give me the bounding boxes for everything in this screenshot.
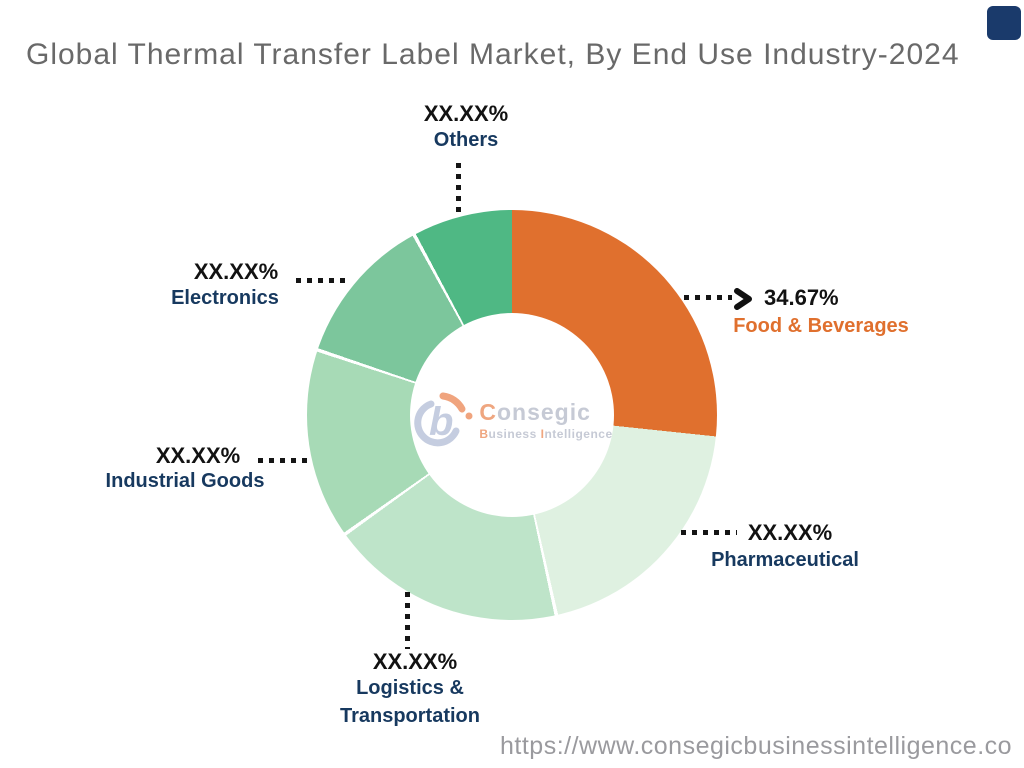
- callout-value-others: XX.XX%: [423, 101, 509, 126]
- callout-value-food-beverages: 34.67%: [764, 285, 839, 310]
- footer-url: https://www.consegicbusinessintelligence…: [500, 732, 1013, 760]
- corner-accent-square[interactable]: [987, 6, 1021, 40]
- callout-name-pharmaceutical: Pharmaceutical: [711, 549, 859, 571]
- callout-value-logistics: XX.XX%: [372, 649, 458, 674]
- logo-mark-icon: b: [414, 392, 473, 447]
- svg-text:b: b: [429, 400, 453, 444]
- callout-name-logistics-line1: Logistics &: [356, 677, 464, 699]
- leader-line-logistics: [405, 592, 410, 649]
- donut-chart[interactable]: b Consegic Business Intelligence: [307, 210, 717, 620]
- callout-name-food-beverages: Food & Beverages: [733, 315, 909, 337]
- logo-text: Consegic Business Intelligence: [479, 399, 612, 441]
- donut-hole: b Consegic Business Intelligence: [410, 313, 614, 517]
- callout-value-pharmaceutical: XX.XX%: [747, 520, 833, 545]
- arrow-right-icon: [733, 288, 755, 315]
- brand-logo: b Consegic Business Intelligence: [411, 387, 612, 453]
- callout-name-logistics-line2: Transportation: [339, 705, 480, 727]
- leader-line-industrial-goods: [258, 458, 311, 463]
- callout-value-industrial-goods: XX.XX%: [155, 443, 241, 468]
- callout-name-electronics: Electronics: [171, 287, 279, 309]
- leader-line-food-beverages: [684, 295, 732, 300]
- callout-name-industrial-goods: Industrial Goods: [105, 470, 265, 492]
- leader-line-pharmaceutical: [681, 530, 737, 535]
- leader-line-others: [456, 163, 461, 213]
- leader-line-electronics: [296, 278, 348, 283]
- brand-tagline: Business Intelligence: [479, 427, 613, 441]
- chart-title: Global Thermal Transfer Label Market, By…: [26, 38, 960, 71]
- callout-value-electronics: XX.XX%: [193, 259, 279, 284]
- callout-name-others: Others: [433, 129, 499, 151]
- brand-name: Consegic: [479, 399, 591, 425]
